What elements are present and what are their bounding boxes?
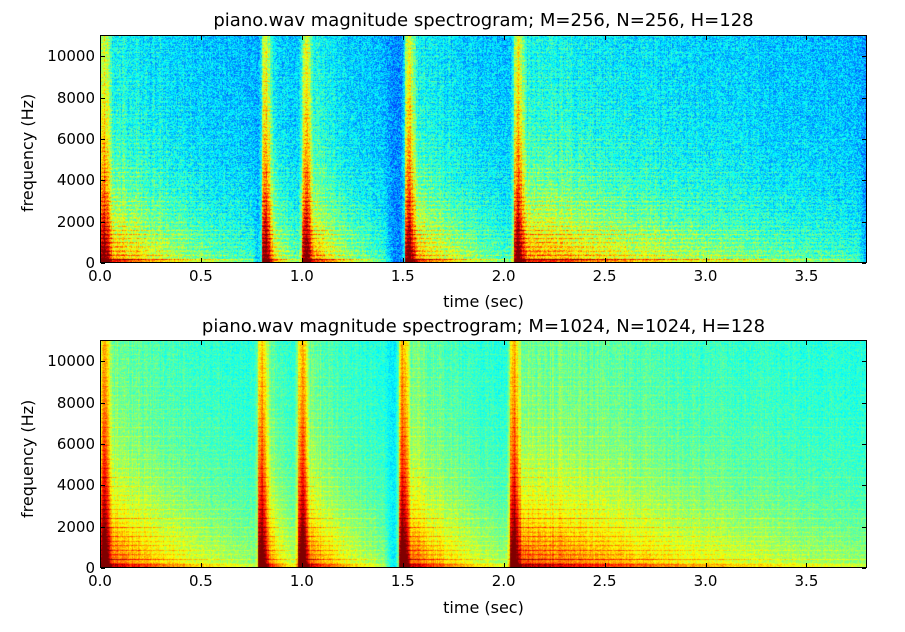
spectrogram-plot-area	[100, 35, 867, 263]
x-tick-mark	[705, 563, 707, 567]
x-tick-label: 3.0	[693, 267, 718, 285]
y-tick-mark	[862, 485, 866, 487]
x-tick-mark	[100, 563, 101, 567]
y-axis-label: frequency (Hz)	[18, 93, 37, 212]
x-tick-mark	[100, 258, 101, 262]
x-tick-mark	[301, 36, 303, 40]
y-tick-mark	[862, 402, 866, 404]
y-tick-mark	[862, 443, 866, 445]
y-tick-label: 8000	[56, 88, 95, 107]
y-tick-mark	[101, 180, 105, 182]
y-axis-label: frequency (Hz)	[18, 399, 37, 518]
y-tick-label: 10000	[47, 47, 95, 66]
chart-title: piano.wav magnitude spectrogram; M=256, …	[213, 10, 754, 31]
y-tick-mark	[101, 56, 105, 58]
x-tick-label: 1.0	[289, 267, 314, 285]
x-tick-mark	[806, 36, 808, 40]
plot-frame	[100, 35, 867, 263]
y-tick-label: 8000	[56, 393, 95, 412]
y-tick-mark	[862, 568, 866, 569]
x-tick-label: 3.5	[794, 267, 819, 285]
x-tick-label: 2.0	[491, 267, 516, 285]
y-tick-mark	[101, 361, 105, 363]
y-tick-mark	[101, 97, 105, 99]
y-tick-mark	[101, 568, 105, 569]
y-tick-label: 4000	[56, 476, 95, 495]
x-tick-label: 2.5	[592, 572, 617, 590]
x-tick-mark	[604, 563, 606, 567]
x-tick-label: 2.0	[491, 572, 516, 590]
y-tick-mark	[862, 56, 866, 58]
x-axis-label: time (sec)	[443, 292, 524, 311]
x-tick-mark	[301, 341, 303, 345]
spectrogram-panel-bottom: piano.wav magnitude spectrogram; M=1024,…	[0, 316, 905, 632]
x-tick-mark	[705, 258, 707, 262]
y-tick-mark	[101, 221, 105, 223]
x-tick-mark	[402, 258, 404, 262]
y-tick-label: 0	[85, 559, 95, 577]
spectrogram-heatmap	[100, 340, 867, 568]
x-tick-mark	[806, 258, 808, 262]
x-tick-mark	[604, 341, 606, 345]
x-tick-mark	[503, 563, 505, 567]
x-tick-mark	[402, 341, 404, 345]
y-tick-mark	[862, 180, 866, 182]
x-tick-mark	[705, 36, 707, 40]
x-tick-mark	[402, 563, 404, 567]
y-tick-label: 2000	[56, 212, 95, 231]
spectrogram-heatmap	[100, 35, 867, 263]
y-tick-label: 6000	[56, 129, 95, 148]
spectrogram-panel-top: piano.wav magnitude spectrogram; M=256, …	[18, 10, 867, 311]
x-tick-label: 2.5	[592, 267, 617, 285]
x-tick-label: 3.0	[693, 572, 718, 590]
y-tick-label: 10000	[47, 352, 95, 371]
y-tick-label: 6000	[56, 434, 95, 453]
x-tick-mark	[200, 258, 202, 262]
y-tick-mark	[862, 138, 866, 140]
y-tick-mark	[101, 263, 105, 264]
y-tick-mark	[101, 443, 105, 445]
x-tick-mark	[301, 563, 303, 567]
y-tick-mark	[862, 97, 866, 99]
x-tick-mark	[200, 563, 202, 567]
x-tick-mark	[402, 36, 404, 40]
x-tick-mark	[806, 563, 808, 567]
x-tick-label: 0.5	[188, 572, 213, 590]
y-tick-mark	[101, 485, 105, 487]
x-tick-mark	[604, 258, 606, 262]
x-tick-label: 1.0	[289, 572, 314, 590]
x-tick-mark	[503, 258, 505, 262]
x-tick-mark	[200, 36, 202, 40]
x-tick-label: 0.0	[88, 267, 112, 285]
y-tick-mark	[101, 526, 105, 528]
x-tick-label: 3.5	[794, 572, 819, 590]
x-tick-mark	[301, 258, 303, 262]
spectrogram-plot-area	[100, 340, 867, 568]
plot-frame	[100, 340, 867, 568]
x-tick-mark	[503, 341, 505, 345]
y-tick-label: 0	[85, 254, 95, 272]
x-tick-mark	[200, 341, 202, 345]
y-tick-mark	[101, 402, 105, 404]
x-tick-mark	[806, 341, 808, 345]
x-tick-mark	[604, 36, 606, 40]
x-tick-mark	[705, 341, 707, 345]
y-tick-mark	[101, 138, 105, 140]
x-tick-mark	[503, 36, 505, 40]
y-tick-mark	[862, 263, 866, 264]
x-axis-label: time (sec)	[443, 598, 524, 617]
y-tick-mark	[862, 526, 866, 528]
y-tick-label: 4000	[56, 171, 95, 190]
x-tick-label: 1.5	[390, 267, 415, 285]
chart-title: piano.wav magnitude spectrogram; M=1024,…	[201, 316, 766, 337]
y-tick-label: 2000	[56, 517, 95, 536]
x-tick-mark	[100, 341, 101, 345]
x-tick-mark	[100, 36, 101, 40]
x-tick-label: 0.0	[88, 572, 112, 590]
x-tick-label: 0.5	[188, 267, 213, 285]
x-tick-label: 1.5	[390, 572, 415, 590]
y-tick-mark	[862, 361, 866, 363]
y-tick-mark	[862, 221, 866, 223]
